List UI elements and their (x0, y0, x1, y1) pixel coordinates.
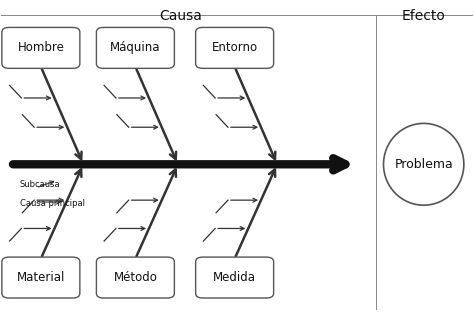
Text: Subcausa: Subcausa (19, 180, 60, 189)
FancyBboxPatch shape (196, 27, 273, 68)
FancyBboxPatch shape (96, 27, 174, 68)
FancyBboxPatch shape (2, 257, 80, 298)
FancyBboxPatch shape (2, 27, 80, 68)
Text: Máquina: Máquina (110, 41, 161, 54)
Text: Entorno: Entorno (211, 41, 258, 54)
Text: Método: Método (113, 271, 157, 284)
Text: Causa principal: Causa principal (19, 199, 84, 208)
Text: Medida: Medida (213, 271, 256, 284)
Text: Efecto: Efecto (402, 9, 446, 22)
Text: Material: Material (17, 271, 65, 284)
FancyBboxPatch shape (196, 257, 273, 298)
FancyBboxPatch shape (96, 257, 174, 298)
Text: Hombre: Hombre (18, 41, 64, 54)
Text: Causa: Causa (159, 9, 202, 22)
Text: Problema: Problema (394, 158, 453, 171)
